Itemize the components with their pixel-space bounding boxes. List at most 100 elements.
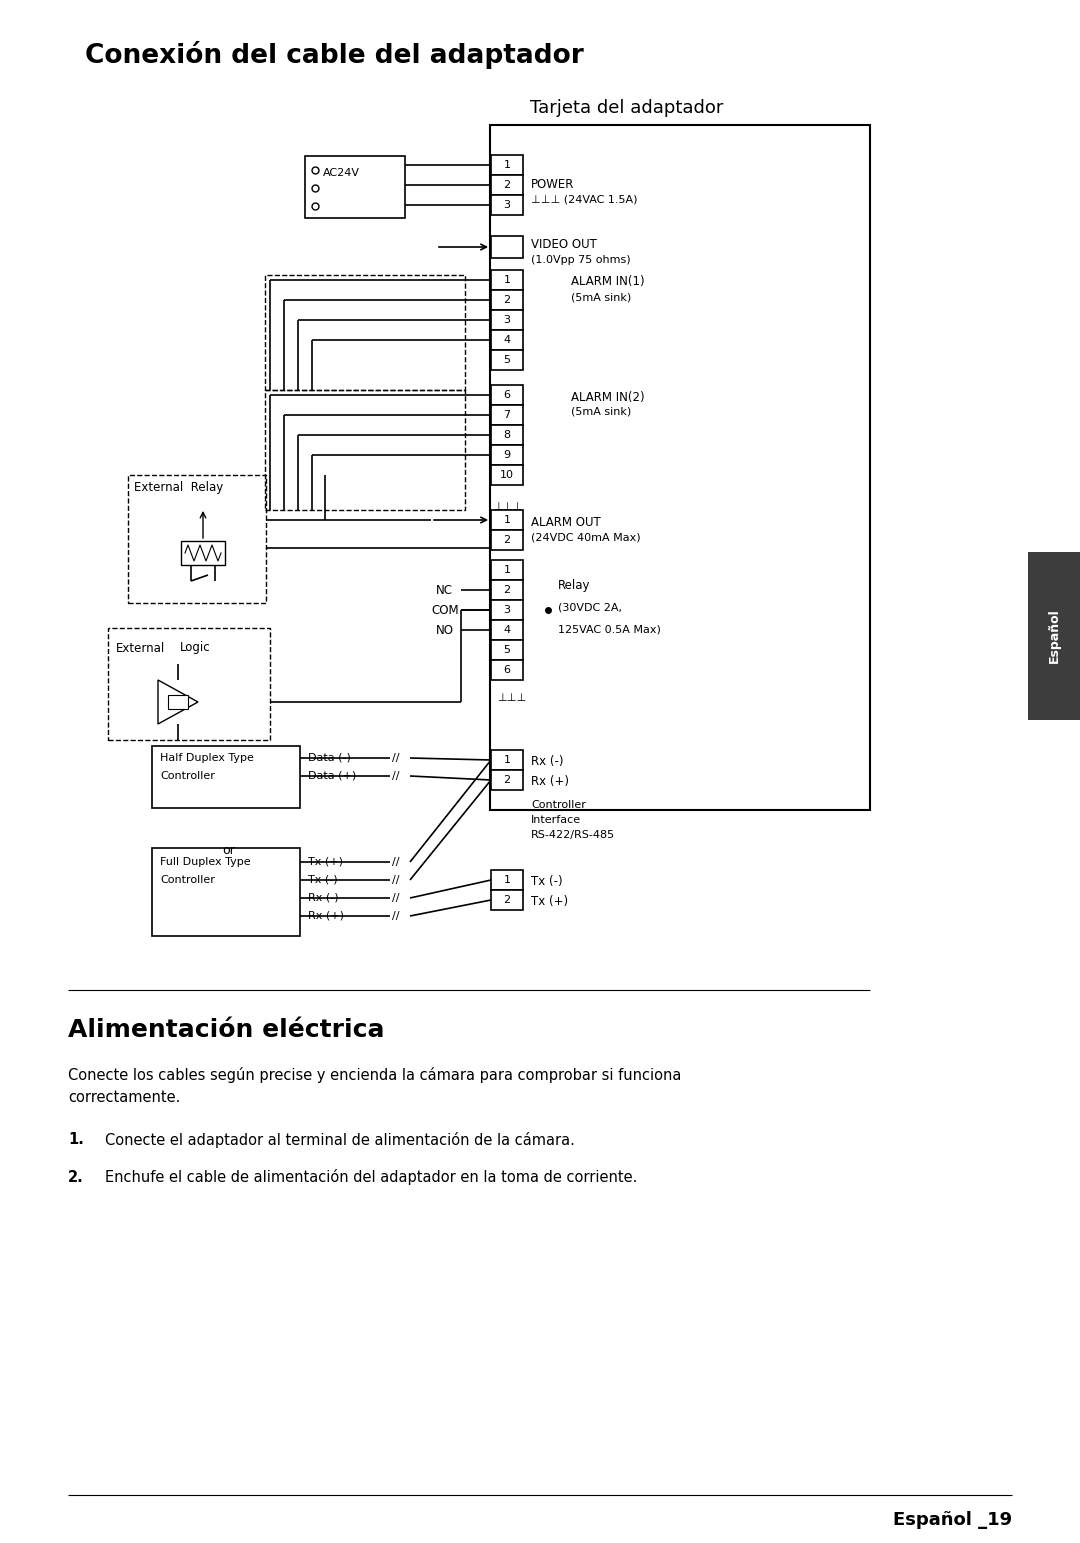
Bar xyxy=(491,174,523,194)
Bar xyxy=(491,350,523,370)
Bar xyxy=(491,640,523,660)
Text: NC: NC xyxy=(436,583,453,597)
Text: Tx (-): Tx (-) xyxy=(531,875,563,889)
Bar xyxy=(491,236,523,258)
Text: 10: 10 xyxy=(500,471,514,480)
Text: Controller: Controller xyxy=(531,799,585,810)
Text: 9: 9 xyxy=(503,451,511,460)
Text: Rx (+): Rx (+) xyxy=(308,910,345,921)
Text: Tx (+): Tx (+) xyxy=(531,895,568,909)
Text: (5mA sink): (5mA sink) xyxy=(571,407,631,417)
Text: ALARM IN(1): ALARM IN(1) xyxy=(571,276,645,289)
Text: 3: 3 xyxy=(503,315,511,326)
Text: //: // xyxy=(392,856,400,867)
Text: //: // xyxy=(392,910,400,921)
Text: 2: 2 xyxy=(503,181,511,190)
Bar xyxy=(129,475,266,603)
Bar xyxy=(181,542,225,565)
Text: Tarjeta del adaptador: Tarjeta del adaptador xyxy=(530,99,724,117)
Text: 8: 8 xyxy=(503,430,511,440)
Text: 4: 4 xyxy=(503,335,511,346)
Bar xyxy=(491,580,523,600)
Bar xyxy=(1028,552,1080,721)
Bar xyxy=(491,330,523,350)
Text: 5: 5 xyxy=(503,645,511,654)
Text: 1: 1 xyxy=(503,515,511,525)
Text: 3: 3 xyxy=(503,605,511,616)
Text: 1: 1 xyxy=(503,565,511,576)
Text: COM: COM xyxy=(431,603,459,617)
Text: (5mA sink): (5mA sink) xyxy=(571,292,631,302)
Bar xyxy=(491,386,523,404)
Text: 2.: 2. xyxy=(68,1170,84,1185)
Text: Controller: Controller xyxy=(160,772,215,781)
Text: Conecte los cables según precise y encienda la cámara para comprobar si funciona: Conecte los cables según precise y encie… xyxy=(68,1068,681,1083)
Text: Rx (+): Rx (+) xyxy=(531,776,569,788)
Text: ALARM IN(2): ALARM IN(2) xyxy=(571,390,645,404)
Bar xyxy=(305,156,405,218)
Text: or: or xyxy=(222,844,234,856)
Text: POWER: POWER xyxy=(531,179,575,191)
Bar xyxy=(265,275,465,390)
Bar xyxy=(491,529,523,549)
Text: 3: 3 xyxy=(503,201,511,210)
Text: Half Duplex Type: Half Duplex Type xyxy=(160,753,254,762)
Text: 1: 1 xyxy=(503,875,511,886)
Bar xyxy=(491,194,523,214)
Text: Enchufe el cable de alimentación del adaptador en la toma de corriente.: Enchufe el cable de alimentación del ada… xyxy=(105,1170,637,1185)
Text: 2: 2 xyxy=(503,775,511,785)
Text: 125VAC 0.5A Max): 125VAC 0.5A Max) xyxy=(558,625,661,636)
Text: 1.: 1. xyxy=(68,1133,84,1148)
Text: (24VDC 40mA Max): (24VDC 40mA Max) xyxy=(531,532,640,542)
Text: 2: 2 xyxy=(503,535,511,545)
Bar xyxy=(491,890,523,910)
Bar xyxy=(491,290,523,310)
Text: ⊥⊥⊥: ⊥⊥⊥ xyxy=(492,501,523,512)
Text: Logic: Logic xyxy=(180,642,211,654)
Bar xyxy=(491,870,523,890)
Text: 6: 6 xyxy=(503,390,511,400)
Text: VIDEO OUT: VIDEO OUT xyxy=(531,239,597,252)
Bar xyxy=(152,849,300,937)
Text: (1.0Vpp 75 ohms): (1.0Vpp 75 ohms) xyxy=(531,255,631,265)
Text: Rx (-): Rx (-) xyxy=(308,893,339,903)
Text: Rx (-): Rx (-) xyxy=(531,756,564,768)
Text: Tx (-): Tx (-) xyxy=(308,875,338,886)
Text: Español _19: Español _19 xyxy=(893,1511,1012,1529)
Bar xyxy=(152,745,300,809)
Text: RS-422/RS-485: RS-422/RS-485 xyxy=(531,830,616,839)
Text: 2: 2 xyxy=(503,895,511,906)
Text: Controller: Controller xyxy=(160,875,215,886)
Bar xyxy=(490,125,870,810)
Text: 2: 2 xyxy=(503,585,511,596)
Bar xyxy=(491,511,523,529)
Text: External  Relay: External Relay xyxy=(134,481,224,494)
Bar xyxy=(491,154,523,174)
Bar xyxy=(491,270,523,290)
Bar xyxy=(491,404,523,424)
Text: (30VDC 2A,: (30VDC 2A, xyxy=(558,603,622,613)
Text: Conecte el adaptador al terminal de alimentación de la cámara.: Conecte el adaptador al terminal de alim… xyxy=(105,1133,575,1148)
Text: Data (+): Data (+) xyxy=(308,772,356,781)
Text: NO: NO xyxy=(436,623,454,637)
Text: Alimentación eléctrica: Alimentación eléctrica xyxy=(68,1018,384,1042)
Text: 4: 4 xyxy=(503,625,511,636)
Text: ⊥⊥⊥: ⊥⊥⊥ xyxy=(497,693,526,704)
Bar xyxy=(491,310,523,330)
Text: 1: 1 xyxy=(503,160,511,170)
Bar xyxy=(491,750,523,770)
Bar xyxy=(491,560,523,580)
Text: Relay: Relay xyxy=(558,580,591,593)
Text: //: // xyxy=(392,753,400,762)
Text: 6: 6 xyxy=(503,665,511,674)
Text: ⊥⊥⊥ (24VAC 1.5A): ⊥⊥⊥ (24VAC 1.5A) xyxy=(531,194,637,205)
Text: 5: 5 xyxy=(503,355,511,366)
Text: Data (-): Data (-) xyxy=(308,753,351,762)
Text: Full Duplex Type: Full Duplex Type xyxy=(160,856,251,867)
Bar xyxy=(491,770,523,790)
Text: Tx (+): Tx (+) xyxy=(308,856,343,867)
Bar xyxy=(491,444,523,464)
Text: External: External xyxy=(116,642,165,654)
Bar xyxy=(491,600,523,620)
Bar xyxy=(491,620,523,640)
